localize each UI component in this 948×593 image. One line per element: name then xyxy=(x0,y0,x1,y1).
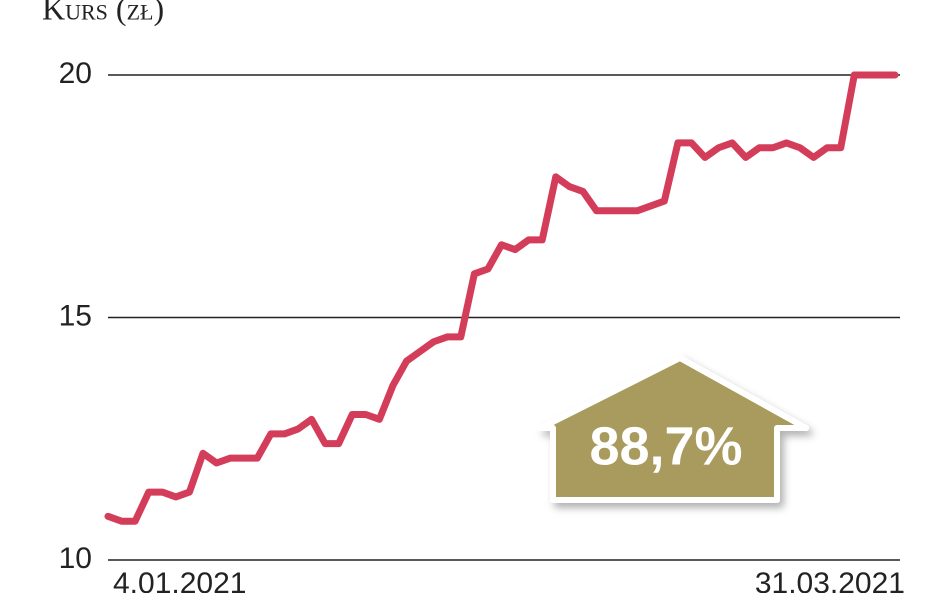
y-tick-label: 15 xyxy=(59,299,92,332)
annotation-arrow xyxy=(538,355,809,503)
y-tick-label: 20 xyxy=(59,57,92,90)
chart-title: Kurs (zł) xyxy=(42,0,164,26)
y-tick-label: 10 xyxy=(59,542,92,575)
arrow-shape xyxy=(538,355,809,503)
price-line xyxy=(104,71,899,525)
annotation-label: 88,7% xyxy=(589,416,742,476)
x-tick-label: 4.01.2021 xyxy=(113,567,246,593)
x-tick-label: 31.03.2021 xyxy=(755,567,905,593)
